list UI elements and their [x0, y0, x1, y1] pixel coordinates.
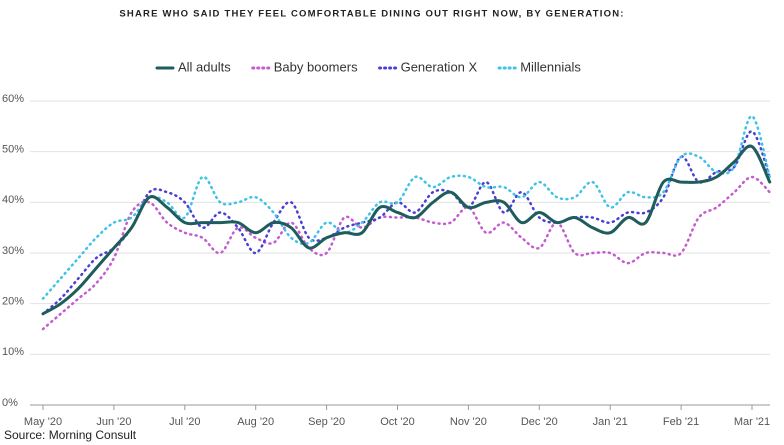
- x-tick-label: Mar '21: [734, 416, 770, 428]
- x-tick-label: Jul '20: [169, 416, 200, 428]
- y-tick-label: 30%: [2, 245, 24, 257]
- x-tick-label: Sep '20: [308, 416, 345, 428]
- legend-label: Millennials: [520, 59, 581, 74]
- y-tick-label: 10%: [2, 346, 24, 358]
- x-tick-label: Nov '20: [450, 416, 487, 428]
- series-line: [41, 114, 771, 300]
- x-tick-label: Feb '21: [663, 416, 699, 428]
- y-tick-label: 60%: [2, 93, 24, 105]
- series-line: [41, 144, 772, 316]
- x-tick-label: Oct '20: [380, 416, 415, 428]
- legend-label: All adults: [178, 59, 231, 74]
- y-tick-label: 40%: [2, 194, 24, 206]
- x-tick-label: Jan '21: [593, 416, 628, 428]
- x-tick-label: May '20: [24, 416, 62, 428]
- chart-title: SHARE WHO SAID THEY FEEL COMFORTABLE DIN…: [119, 9, 624, 20]
- y-tick-label: 50%: [2, 144, 24, 156]
- series-line: [41, 130, 771, 316]
- y-tick-label: 0%: [2, 397, 18, 409]
- y-tick-label: 20%: [2, 296, 24, 308]
- source: Source: Morning Consult: [4, 428, 137, 442]
- x-tick-label: Aug '20: [237, 416, 274, 428]
- x-tick-label: Dec '20: [521, 416, 558, 428]
- legend-label: Baby boomers: [274, 59, 358, 74]
- x-tick-label: Jun '20: [96, 416, 131, 428]
- legend-label: Generation X: [401, 59, 478, 74]
